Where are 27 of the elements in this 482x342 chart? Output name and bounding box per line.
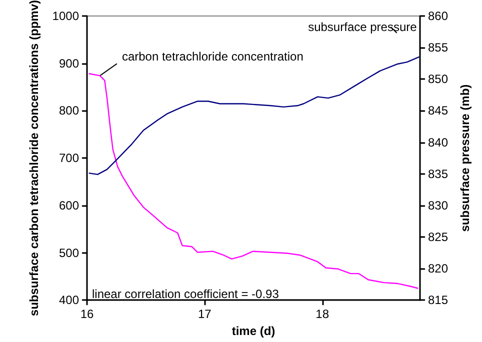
y2-tick-label: 815 xyxy=(428,293,448,308)
y-tick-label: 400 xyxy=(58,293,80,308)
text: carbon tetrachloride concentration xyxy=(122,50,304,64)
y2-tick-label: 850 xyxy=(428,72,448,86)
y2-tick-label: 840 xyxy=(428,135,448,150)
x-tick-label: 16 xyxy=(80,307,94,322)
y-tick-label: 800 xyxy=(58,104,80,118)
line-series xyxy=(88,73,418,289)
y2-tick-label: 855 xyxy=(428,40,448,55)
y-axis-title: subsurface carbon tetrachloride concentrations (ppmv) xyxy=(26,0,41,316)
y2-axis-title: subsurface pressure (mb) xyxy=(458,84,472,232)
x-tick-label: 18 xyxy=(316,307,330,322)
y-tick-label: 700 xyxy=(58,151,80,166)
annotation: linear correlation coefficient = -0.93 xyxy=(92,287,280,301)
y-tick-label: 1000 xyxy=(52,9,80,23)
y2-tick-label: 825 xyxy=(428,230,448,244)
y-tick-label: 900 xyxy=(58,56,80,70)
x-tick-label: 17 xyxy=(198,307,212,322)
y2-tick-label: 820 xyxy=(428,262,448,276)
y2-tick-label: 830 xyxy=(428,198,448,212)
y-tick-label: 600 xyxy=(58,198,80,212)
y-tick-label: 500 xyxy=(58,246,80,260)
x-axis-title: time (d) xyxy=(232,324,276,338)
y2-tick-label: 860 xyxy=(428,9,448,23)
y2-tick-label: 835 xyxy=(428,166,448,181)
series-label: subsurface pressure xyxy=(308,20,418,34)
y2-tick-label: 845 xyxy=(428,104,448,118)
